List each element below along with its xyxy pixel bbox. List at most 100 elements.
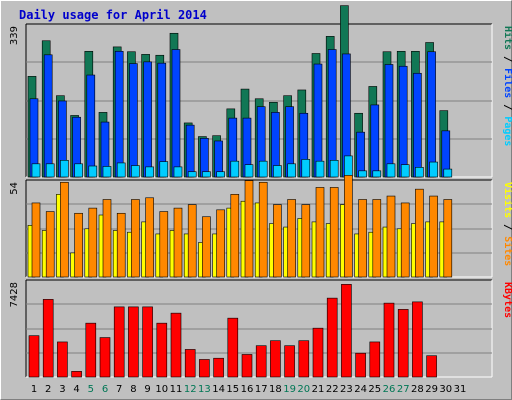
sites-bar xyxy=(358,199,367,278)
kbytes-bar xyxy=(227,317,239,378)
chart-title: Daily usage for April 2014 xyxy=(19,8,207,22)
pages-bar xyxy=(400,164,410,178)
day-label: 2 xyxy=(45,384,51,395)
kbytes-bar xyxy=(156,322,168,378)
kbytes-bar xyxy=(397,309,409,378)
day-label: 21 xyxy=(312,384,325,395)
sites-bar xyxy=(329,187,339,278)
files-bar xyxy=(200,138,209,178)
pages-bar xyxy=(145,166,154,178)
kbytes-bar xyxy=(412,301,423,378)
sites-bar xyxy=(230,194,240,278)
day-label: 26 xyxy=(383,384,396,395)
day-label: 11 xyxy=(170,384,183,395)
kbytes-bar xyxy=(355,352,366,378)
day-label: 31 xyxy=(454,384,467,395)
sites-bar xyxy=(400,202,410,278)
panel1-legend-separator: / xyxy=(502,50,512,68)
files-bar xyxy=(185,124,195,178)
pages-bar xyxy=(45,163,55,178)
day-label: 14 xyxy=(212,384,225,395)
day-label: 12 xyxy=(184,384,197,395)
kbytes-bar xyxy=(298,340,310,378)
day-label: 20 xyxy=(297,384,310,395)
files-bar xyxy=(427,51,436,178)
panel1-legend-item: Files xyxy=(502,68,512,98)
pages-bar xyxy=(31,163,41,178)
kbytes-bar xyxy=(383,302,395,378)
files-bar xyxy=(384,64,394,178)
pages-bar xyxy=(372,170,382,178)
day-label: 13 xyxy=(198,384,211,395)
day-label: 17 xyxy=(255,384,268,395)
panel1-legend-separator: / xyxy=(502,98,512,116)
day-label: 25 xyxy=(368,384,381,395)
files-bar xyxy=(313,63,323,178)
panel2-ymax-label: 54 xyxy=(9,182,20,195)
kbytes-bar xyxy=(341,284,352,378)
sites-bar xyxy=(145,197,154,278)
sites-bar xyxy=(258,181,268,278)
files-bar xyxy=(129,63,138,178)
kbytes-bar xyxy=(199,359,210,378)
pages-bar xyxy=(102,166,112,178)
pages-bar xyxy=(443,168,453,178)
pages-bar xyxy=(173,166,183,178)
pages-bar xyxy=(74,163,83,178)
sites-bar xyxy=(74,212,83,278)
kbytes-bar xyxy=(42,299,54,378)
kbytes-bar xyxy=(369,341,381,378)
panel2-legend-item: Sites xyxy=(502,236,512,266)
pages-bar xyxy=(202,171,211,178)
day-label: 7 xyxy=(116,384,122,395)
panels: 339 Hits / Files / Pages 54 Visits / Sites 7… xyxy=(9,5,512,378)
sites-bar xyxy=(173,207,183,278)
panel3-ymax-label: 7428 xyxy=(9,282,20,307)
day-label: 8 xyxy=(130,384,136,395)
panel2-legend-item: Visits xyxy=(502,182,512,218)
files-bar xyxy=(356,131,365,178)
sites-bar xyxy=(202,216,211,278)
sites-bar xyxy=(372,199,382,278)
sites-bar xyxy=(301,204,311,278)
files-bar xyxy=(370,104,380,178)
pages-bar xyxy=(429,161,438,178)
pages-bar xyxy=(88,165,98,178)
panel-hits-files-pages: 339 Hits / Files / Pages xyxy=(9,5,512,178)
pages-bar xyxy=(329,159,339,178)
day-label: 18 xyxy=(269,384,282,395)
kbytes-bar xyxy=(71,371,82,378)
day-label: 30 xyxy=(439,384,452,395)
kbytes-bar xyxy=(170,312,182,378)
panel-kbytes: 7428 KBytes xyxy=(9,279,512,378)
pages-bar xyxy=(258,160,268,178)
pages-bar xyxy=(244,164,254,178)
day-label: 16 xyxy=(241,384,254,395)
files-bar xyxy=(413,72,422,178)
sites-bar xyxy=(88,207,98,278)
pages-bar xyxy=(415,167,424,178)
pages-bar xyxy=(131,165,140,178)
kbytes-bar xyxy=(142,306,153,378)
sites-bar xyxy=(116,212,126,278)
kbytes-bar xyxy=(28,335,40,378)
files-bar xyxy=(157,62,167,178)
sites-bar xyxy=(159,211,169,278)
day-label: 29 xyxy=(425,384,438,395)
pages-bar xyxy=(301,159,311,178)
panel1-ymax-label: 339 xyxy=(9,26,20,45)
x-axis: 1 2 3 4 5 6 7 8 9 10 11 12 13 14 15 16 17 18 19 20 21 22 23 24 2… xyxy=(31,384,467,395)
day-label: 10 xyxy=(155,384,168,395)
kbytes-bar xyxy=(426,355,437,378)
sites-bar xyxy=(60,181,69,278)
pages-bar xyxy=(358,170,367,178)
kbytes-bar xyxy=(184,349,196,378)
kbytes-bar xyxy=(213,357,224,378)
day-label: 6 xyxy=(102,384,108,395)
sites-bar xyxy=(429,195,438,278)
sites-bar xyxy=(315,187,325,278)
day-label: 9 xyxy=(144,384,150,395)
day-label: 28 xyxy=(411,384,424,395)
panel1-legend-item: Hits xyxy=(502,26,512,50)
